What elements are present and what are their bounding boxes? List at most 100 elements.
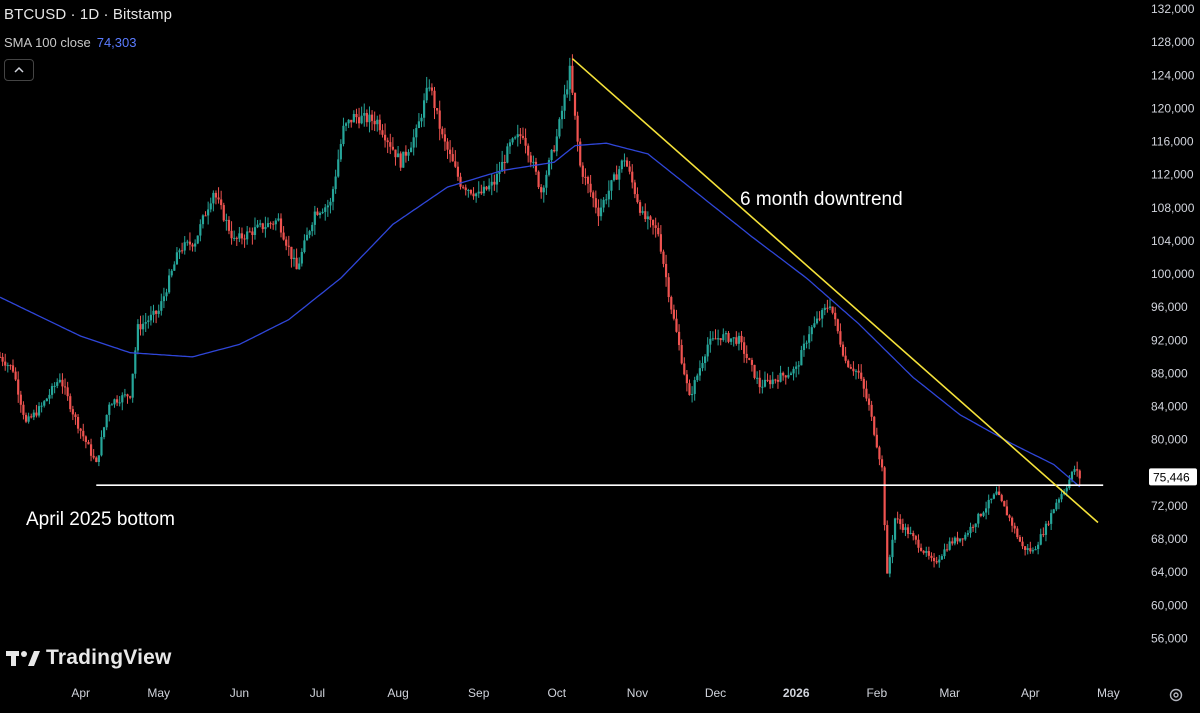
tradingview-logo-icon <box>6 651 40 666</box>
candle <box>282 226 285 241</box>
candle <box>253 217 257 240</box>
candle <box>27 412 30 424</box>
time-tick: Apr <box>1021 686 1040 700</box>
candle <box>685 370 688 392</box>
candle <box>683 357 686 376</box>
price-tick: 120,000 <box>1151 101 1195 115</box>
candle <box>769 375 772 389</box>
candle <box>750 357 754 372</box>
candle <box>802 335 806 357</box>
candle <box>904 523 907 537</box>
candle <box>623 153 626 167</box>
candle <box>344 122 348 132</box>
symbol-title[interactable]: BTCUSD · 1D · Bitstamp <box>4 6 173 23</box>
time-tick: Oct <box>547 686 566 700</box>
candle <box>511 137 514 145</box>
candle <box>537 170 540 190</box>
candle <box>646 211 649 230</box>
candle <box>464 184 467 196</box>
candle <box>126 393 129 404</box>
candle <box>521 127 525 140</box>
candle <box>971 524 975 532</box>
candle <box>664 254 668 287</box>
candle <box>459 172 462 190</box>
price-tick: 132,000 <box>1151 2 1195 16</box>
candle <box>722 328 725 342</box>
price-tick: 124,000 <box>1151 68 1195 82</box>
candle <box>1013 522 1016 534</box>
candle <box>925 546 928 557</box>
candle <box>818 311 821 322</box>
candle <box>690 386 694 403</box>
candle <box>305 227 309 241</box>
candle <box>363 103 366 127</box>
candle <box>178 248 181 259</box>
candle <box>714 329 717 340</box>
candle <box>1047 520 1050 527</box>
candle <box>24 412 28 424</box>
candle <box>839 323 842 348</box>
candle <box>170 269 173 278</box>
candle <box>555 129 558 157</box>
candle <box>331 186 335 211</box>
candle <box>878 445 881 466</box>
candle <box>14 367 17 382</box>
tradingview-logo[interactable]: TradingView <box>6 646 172 670</box>
candle <box>420 113 423 128</box>
candle <box>618 165 621 191</box>
candle <box>222 202 225 222</box>
candle <box>482 180 486 196</box>
price-tick: 84,000 <box>1151 400 1188 414</box>
candle <box>948 537 951 551</box>
candle <box>758 370 761 394</box>
indicator-label[interactable]: SMA 100 close <box>4 35 91 50</box>
candle <box>1 352 4 367</box>
candle <box>711 331 715 341</box>
candle <box>961 538 964 547</box>
time-axis[interactable]: Apr May Jun Jul Aug Sep Oct Nov Dec 2026 Feb Mar Apr… <box>71 686 1119 700</box>
candle <box>142 315 145 336</box>
chart-settings-button[interactable] <box>1168 687 1184 708</box>
candle <box>295 248 298 270</box>
candle <box>50 383 54 399</box>
candle <box>1055 499 1058 512</box>
candle <box>625 157 629 168</box>
candle <box>389 133 392 155</box>
candle <box>919 543 923 552</box>
candle <box>909 526 912 535</box>
price-tick: 56,000 <box>1151 631 1188 645</box>
candle <box>102 426 106 440</box>
candle <box>810 324 813 342</box>
candle <box>688 379 691 396</box>
candle <box>227 216 231 235</box>
candle <box>581 162 584 185</box>
price-tick: 80,000 <box>1151 433 1188 447</box>
indicator-legend[interactable]: SMA 100 close 74,303 <box>4 35 136 50</box>
candle <box>719 338 722 346</box>
candle <box>792 366 795 381</box>
candle <box>43 399 46 408</box>
candle <box>847 359 850 368</box>
candle <box>196 235 199 245</box>
candle <box>558 117 561 139</box>
candle <box>753 364 756 380</box>
candle <box>220 190 223 210</box>
candle <box>597 199 600 227</box>
collapse-legend-button[interactable] <box>4 59 34 81</box>
symbol-header[interactable]: BTCUSD · 1D · Bitstamp <box>4 6 172 24</box>
candle <box>636 187 639 204</box>
candle <box>677 324 681 351</box>
candle <box>831 306 834 315</box>
candle <box>1011 516 1014 533</box>
candle <box>162 287 166 309</box>
candle <box>860 364 863 382</box>
downtrend-line[interactable] <box>571 58 1099 524</box>
candle <box>979 513 982 518</box>
candle <box>82 423 85 442</box>
candle <box>813 316 816 329</box>
candle <box>360 106 363 125</box>
price-axis[interactable]: 132,000 128,000 124,000 120,000 116,000 112,0… <box>1151 2 1195 645</box>
candle <box>888 554 891 578</box>
